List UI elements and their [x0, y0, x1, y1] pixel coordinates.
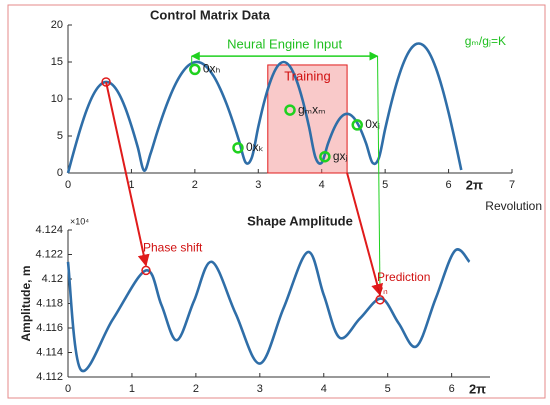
red-marker: [141, 265, 151, 276]
marker-label: Phase shift: [143, 241, 203, 255]
green-point: [319, 150, 331, 163]
y-tick-label: 5: [57, 130, 63, 142]
x-tick-label: 5: [385, 383, 391, 395]
data-line: [66, 42, 463, 174]
prediction-arrow: [346, 172, 383, 296]
x-tick-label: 5: [382, 179, 388, 191]
x-tick-label: 0: [65, 383, 71, 395]
x-tick-label: 2: [193, 383, 199, 395]
x-axis-label: Revolution: [485, 199, 542, 213]
point-label: 0xⱼ: [365, 117, 380, 131]
frame: [7, 4, 546, 399]
training-label: Training: [284, 68, 330, 83]
green-point: [232, 142, 244, 154]
chart-title: Control Matrix Data: [150, 7, 271, 22]
green-point: [351, 119, 363, 131]
x-special-label: 2π: [469, 381, 486, 396]
x-tick-label: 3: [257, 383, 263, 395]
x-tick-label: 2: [192, 179, 198, 191]
x-tick-label: 4: [319, 179, 325, 191]
phase-arrow: [105, 81, 150, 267]
y-tick-label: 10: [51, 93, 63, 105]
y-tick-label: 4.112: [36, 371, 63, 383]
y-tick-label: 20: [51, 19, 63, 31]
chart-title: Shape Amplitude: [247, 213, 353, 228]
x-tick-label: 6: [446, 179, 452, 191]
red-marker: [375, 295, 385, 305]
y-tick-label: 4.114: [36, 346, 63, 358]
x-tick-label: 1: [129, 383, 135, 395]
ratio-label: gₘ/gⱼ=K: [465, 34, 506, 48]
green-point: [189, 63, 201, 76]
y-tick-label: 4.116: [36, 322, 63, 334]
point-label: gₘxₘ: [298, 102, 326, 116]
prediction-line: [377, 56, 381, 295]
x-tick-label: 4: [321, 383, 327, 395]
y-tick-label: 4.122: [35, 248, 63, 260]
x-tick-label: 7: [509, 179, 515, 191]
data-line: [66, 248, 471, 373]
x-tick-label: 0: [65, 179, 71, 191]
y-tick-label: 4.118: [36, 297, 63, 309]
y-axis-label: Amplitude, m: [19, 265, 33, 341]
red-marker: [101, 77, 111, 87]
y-tick-label: 4.124: [35, 224, 63, 236]
point-label: 0xₖ: [246, 140, 264, 154]
marker-sublabel: yₙ: [377, 283, 388, 297]
y-tick-label: 15: [51, 56, 63, 68]
y-tick-label: 0: [57, 167, 63, 179]
green-point: [284, 104, 296, 116]
y-tick-label: 4.12: [42, 273, 63, 285]
input-arrow-label: Neural Engine Input: [227, 37, 342, 52]
exponent-label: ×10⁴: [70, 216, 89, 226]
point-label: 0xₕ: [203, 62, 221, 76]
point-label: gxⱼ: [333, 149, 348, 163]
x-tick-label: 1: [128, 179, 134, 191]
marker-label: Prediction: [377, 270, 430, 284]
x-special-label: 2π: [466, 177, 483, 192]
x-tick-label: 3: [255, 179, 261, 191]
x-tick-label: 6: [449, 383, 455, 395]
